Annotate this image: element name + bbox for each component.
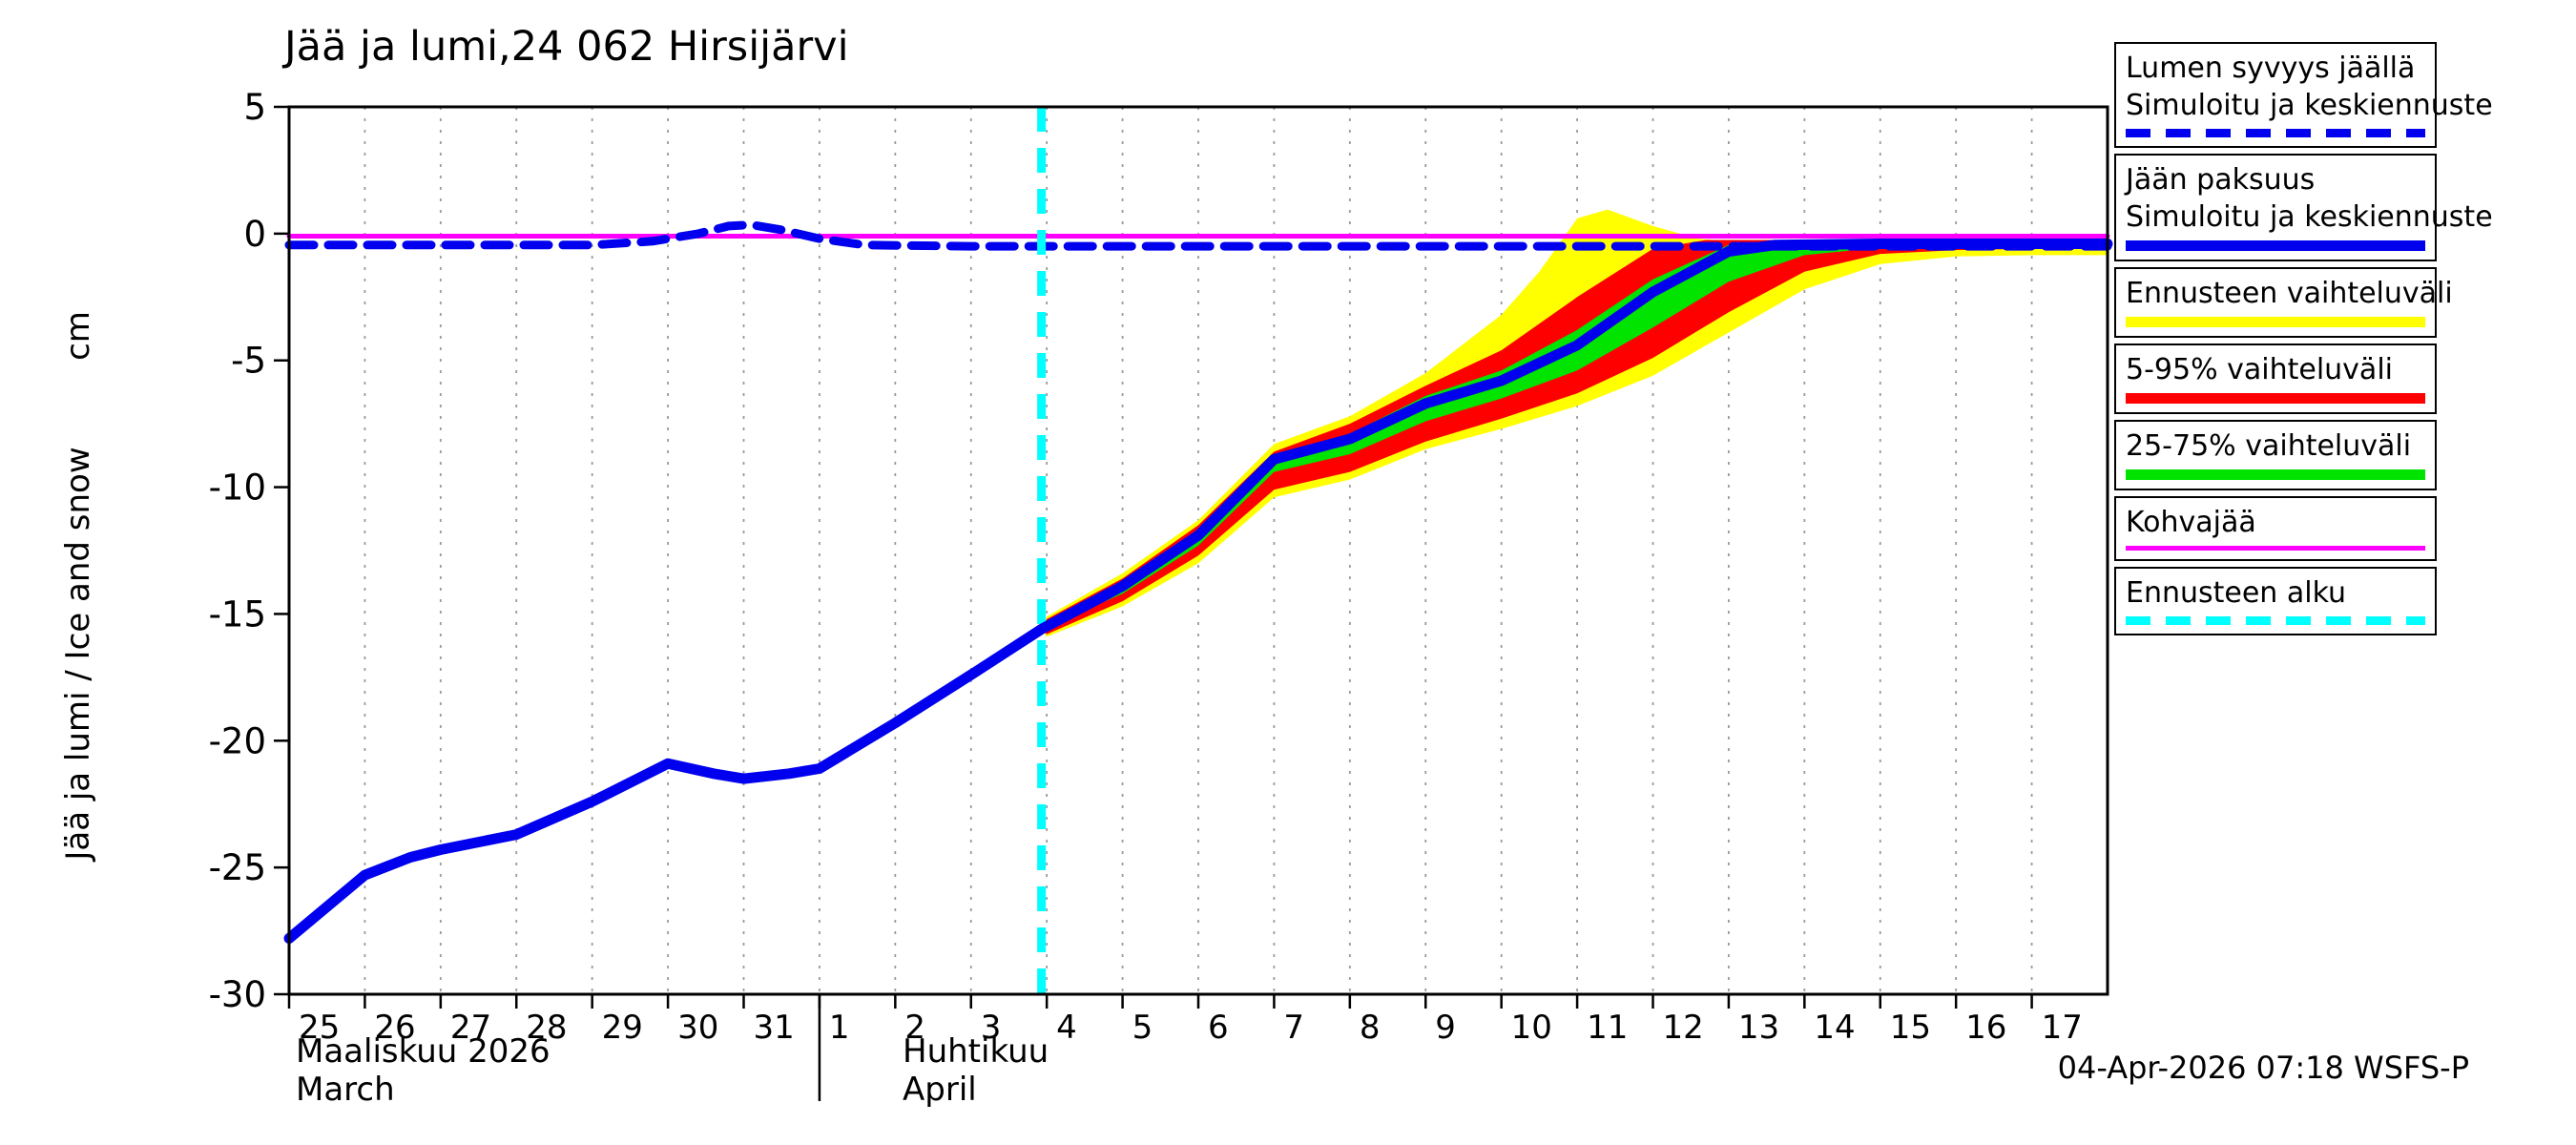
legend-item: Kohvajää (2114, 496, 2437, 561)
y-tick-label: -5 (231, 341, 266, 382)
x-tick-label: 14 (1814, 1009, 1855, 1047)
legend-sample-red-line (2126, 393, 2425, 404)
x-tick-label: 26 (374, 1009, 415, 1047)
band-forecast_range (1041, 209, 2108, 637)
y-axis-label: Jää ja lumi / Ice and snow (59, 447, 97, 861)
x-tick-label: 6 (1208, 1009, 1229, 1047)
legend-label: Lumen syvyys jäällä (2126, 52, 2416, 85)
legend-item: Jään paksuus Simuloitu ja keskiennuste (2114, 154, 2493, 261)
legend-label: 25-75% vaihteluväli (2126, 429, 2412, 463)
x-tick-label: 3 (981, 1009, 1002, 1047)
x-tick-label: 4 (1056, 1009, 1077, 1047)
legend-sample-blue-line (2126, 240, 2425, 251)
x-tick-label: 15 (1890, 1009, 1931, 1047)
chart-title: Jää ja lumi,24 062 Hirsijärvi (284, 23, 849, 71)
x-tick-label: 31 (754, 1009, 795, 1047)
x-tick-label: 5 (1132, 1009, 1153, 1047)
series-ice_thickness_mean (283, 239, 2113, 944)
y-tick-label: 5 (243, 87, 266, 128)
x-tick-label: 25 (299, 1009, 340, 1047)
y-tick-label: -15 (209, 593, 266, 635)
x-tick-label: 30 (677, 1009, 718, 1047)
x-tick-label: 12 (1663, 1009, 1704, 1047)
x-tick-label: 10 (1511, 1009, 1552, 1047)
y-axis-unit: cm (59, 311, 97, 361)
x-tick-label: 27 (450, 1009, 491, 1047)
x-tick-label: 17 (2042, 1009, 2083, 1047)
legend-sample-green-line (2126, 469, 2425, 480)
legend-item: 25-75% vaihteluväli (2114, 420, 2437, 490)
x-tick-label: 9 (1435, 1009, 1456, 1047)
x-tick-label: 11 (1587, 1009, 1628, 1047)
legend-sample-yellow-line (2126, 317, 2425, 327)
band-range_5_95 (1041, 239, 2108, 635)
legend-item: Ennusteen vaihteluväli (2114, 267, 2453, 338)
month-label-march-en: March (296, 1071, 395, 1109)
legend-sample-magenta-line (2126, 546, 2425, 551)
legend: Lumen syvyys jäällä Simuloitu ja keskienn… (2114, 42, 2493, 641)
x-tick-label: 29 (602, 1009, 643, 1047)
y-tick-label: 0 (243, 214, 266, 255)
legend-sample-blue-dashed-line (2126, 129, 2425, 137)
x-tick-label: 2 (904, 1009, 925, 1047)
timestamp: 04-Apr-2026 07:18 WSFS-P (2057, 1050, 2469, 1086)
y-tick-label: -20 (209, 720, 266, 761)
legend-label: 5-95% vaihteluväli (2126, 353, 2393, 386)
y-tick-label: -25 (209, 847, 266, 888)
legend-item: 5-95% vaihteluväli (2114, 344, 2437, 414)
series-snow_depth_on_ice (284, 220, 2112, 251)
y-tick-label: -10 (209, 468, 266, 509)
month-label-april-en: April (903, 1071, 977, 1109)
legend-label: Simuloitu ja keskiennuste (2126, 200, 2493, 234)
legend-label: Kohvajää (2126, 506, 2256, 539)
legend-item: Ennusteen alku (2114, 567, 2437, 635)
x-tick-label: 7 (1283, 1009, 1304, 1047)
x-tick-label: 28 (526, 1009, 567, 1047)
x-tick-label: 1 (829, 1009, 850, 1047)
legend-label: Ennusteen alku (2126, 576, 2347, 610)
legend-label: Simuloitu ja keskiennuste (2126, 89, 2493, 122)
x-tick-label: 16 (1965, 1009, 2006, 1047)
month-label-april-fi: Huhtikuu (903, 1032, 1049, 1071)
legend-label: Jään paksuus (2126, 163, 2316, 197)
month-label-march-fi: Maaliskuu 2026 (296, 1032, 551, 1071)
legend-item: Lumen syvyys jäällä Simuloitu ja keskienn… (2114, 42, 2493, 148)
legend-sample-cyan-dashed-line (2126, 616, 2425, 625)
y-tick-label: -30 (209, 974, 266, 1015)
x-tick-label: 13 (1738, 1009, 1779, 1047)
x-tick-label: 8 (1360, 1009, 1381, 1047)
legend-label: Ennusteen vaihteluväli (2126, 277, 2453, 310)
